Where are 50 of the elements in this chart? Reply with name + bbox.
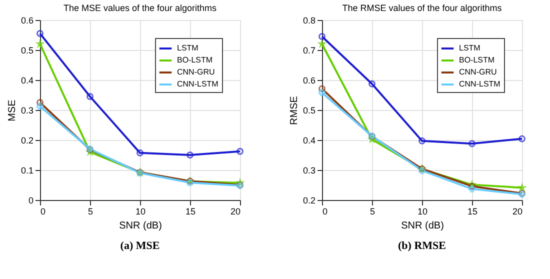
x-tick-label: 5 <box>88 206 94 216</box>
point <box>368 80 376 88</box>
y-tick-label: 0.2 <box>20 136 34 146</box>
y-axis-title: RMSE <box>288 96 300 125</box>
y-tick-label: 0.6 <box>20 16 34 26</box>
y-tick-label: 0.7 <box>302 46 316 56</box>
point <box>468 185 476 192</box>
point <box>36 102 44 110</box>
text: (b) RMSE <box>398 240 446 252</box>
text: (a) MSE <box>120 240 160 252</box>
y-axis-title: MSE <box>6 99 18 122</box>
chart-title: The RMSE values of the four algorithms <box>342 3 502 13</box>
x-tick-label: 5 <box>370 206 376 216</box>
legend-label: LSTM <box>459 44 481 52</box>
point <box>318 89 326 96</box>
legend-label: BO-LSTM <box>459 56 495 64</box>
y-tick-label: 0.1 <box>20 166 34 176</box>
legend-label: CNN-LSTM <box>459 80 501 88</box>
y-tick-label: 0.2 <box>302 196 316 206</box>
point <box>186 152 194 158</box>
x-axis-title: SNR (dB) <box>401 220 444 232</box>
y-tick-label: 0.4 <box>20 76 34 86</box>
y-tick-label: 0.6 <box>302 76 316 86</box>
y-tick-label: 0.5 <box>20 46 34 56</box>
x-axis-title: SNR (dB) <box>119 220 162 232</box>
point <box>86 93 94 100</box>
x-tick-label: 0 <box>40 206 46 216</box>
legend-label: CNN-GRU <box>459 68 497 76</box>
x-tick-label: 15 <box>467 206 478 216</box>
point <box>136 149 144 156</box>
y-tick-label: 0.5 <box>302 106 316 116</box>
legend-label: CNN-LSTM <box>177 80 219 88</box>
y-tick-label: 0.3 <box>20 106 34 116</box>
legend-label: LSTM <box>177 44 199 52</box>
legend-label: BO-LSTM <box>177 56 213 64</box>
y-tick-label: 0.3 <box>302 166 316 176</box>
x-tick-label: 10 <box>135 206 146 216</box>
x-tick-label: 20 <box>230 206 240 216</box>
x-tick-label: 15 <box>185 206 196 216</box>
point <box>468 182 476 190</box>
y-tick-label: 0 <box>28 196 34 206</box>
point <box>468 140 476 148</box>
chart-title: The MSE values of the four algorithms <box>63 3 218 13</box>
y-tick-label: 0.4 <box>302 136 316 146</box>
x-tick-label: 0 <box>322 206 328 216</box>
x-tick-label: 20 <box>512 206 522 216</box>
point <box>418 137 426 144</box>
x-tick-label: 10 <box>417 206 428 216</box>
y-tick-label: 0.8 <box>302 16 316 26</box>
legend-label: CNN-GRU <box>177 68 215 76</box>
